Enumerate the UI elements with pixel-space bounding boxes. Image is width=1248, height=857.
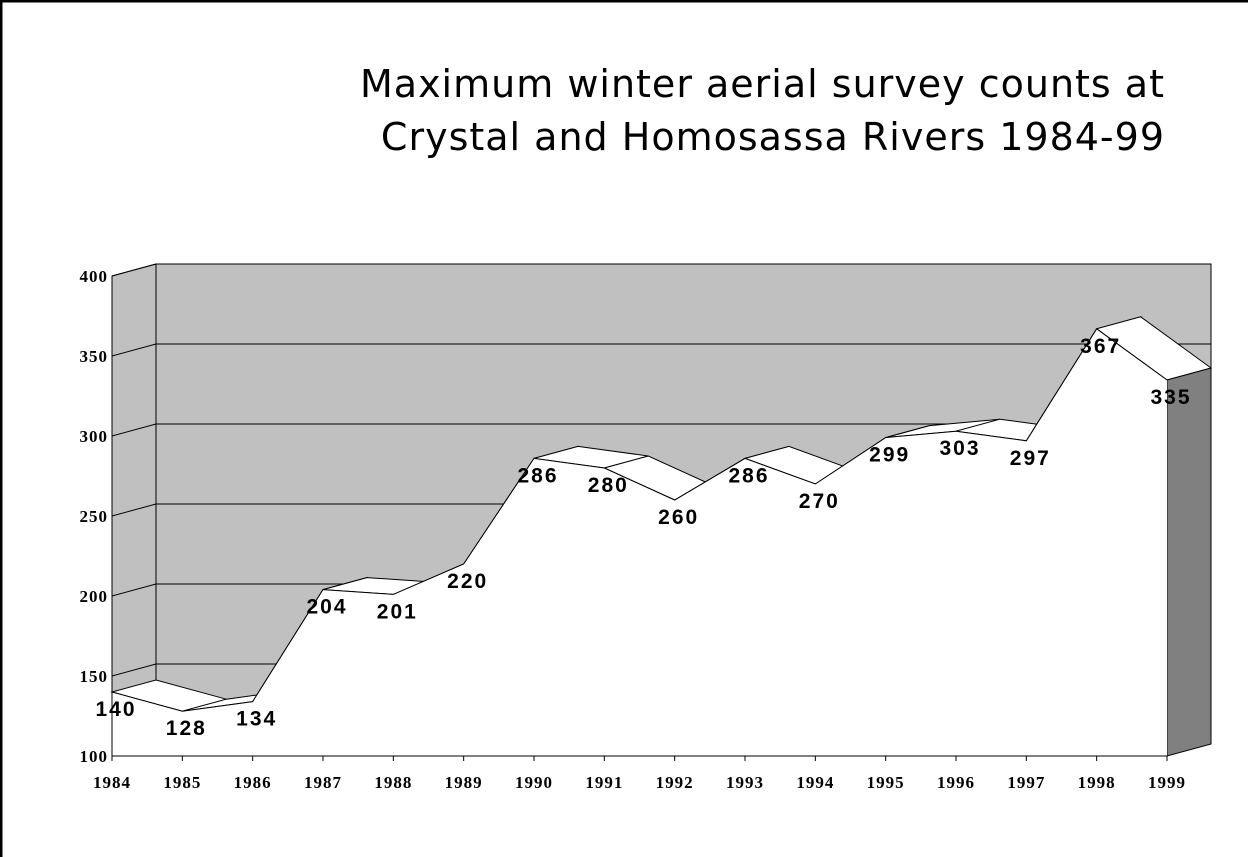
x-tick-label: 1999: [1148, 773, 1186, 792]
data-label: 286: [517, 464, 558, 487]
x-tick-label: 1986: [234, 773, 272, 792]
data-label: 286: [728, 464, 769, 487]
area-front-face: [112, 328, 1167, 756]
chart-subtitle: Crystal and Homosassa Rivers 1984-99: [381, 115, 1165, 159]
data-label: 140: [95, 698, 136, 721]
y-tick-label: 400: [80, 267, 109, 286]
x-tick-label: 1987: [304, 773, 342, 792]
area-end-face: [1166, 367, 1212, 757]
x-tick-label: 1990: [515, 773, 553, 792]
y-tick-label: 100: [80, 747, 109, 766]
data-label: 201: [377, 600, 418, 623]
x-tick-label: 1989: [445, 773, 483, 792]
data-label: 299: [869, 444, 910, 467]
y-tick-label: 250: [80, 507, 109, 526]
data-label: 260: [658, 506, 699, 529]
x-tick-label: 1998: [1078, 773, 1116, 792]
x-tick-label: 1993: [726, 773, 764, 792]
grid-line-side: [111, 343, 157, 357]
y-tick-label: 150: [80, 667, 109, 686]
x-tick-label: 1997: [1007, 773, 1045, 792]
grid-line-side: [111, 423, 157, 437]
data-label: 297: [1010, 447, 1051, 470]
data-label: 220: [447, 570, 488, 593]
data-label: 303: [939, 437, 980, 460]
data-label: 280: [588, 474, 629, 497]
grid-line-side: [111, 263, 157, 277]
x-tick-label: 1995: [867, 773, 905, 792]
x-tick-label: 1985: [163, 773, 201, 792]
data-label: 134: [236, 708, 277, 731]
x-tick-label: 1991: [585, 773, 623, 792]
grid-line-side: [111, 503, 157, 517]
x-tick-label: 1992: [656, 773, 694, 792]
data-label: 367: [1080, 335, 1121, 358]
chart-title: Maximum winter aerial survey counts at: [360, 62, 1165, 106]
x-tick-label: 1994: [796, 773, 834, 792]
grid-line-side: [111, 663, 157, 677]
x-tick-label: 1996: [937, 773, 975, 792]
y-tick-label: 200: [80, 587, 109, 606]
y-tick-label: 350: [80, 347, 109, 366]
area-line: [111, 328, 1168, 712]
y-tick-label: 300: [80, 427, 109, 446]
data-label: 128: [166, 717, 207, 740]
data-label: 204: [306, 596, 347, 619]
data-label: 270: [799, 490, 840, 513]
x-tick-label: 1984: [93, 773, 131, 792]
data-label: 335: [1150, 386, 1191, 409]
x-tick-label: 1988: [374, 773, 412, 792]
grid-line-side: [111, 583, 157, 597]
